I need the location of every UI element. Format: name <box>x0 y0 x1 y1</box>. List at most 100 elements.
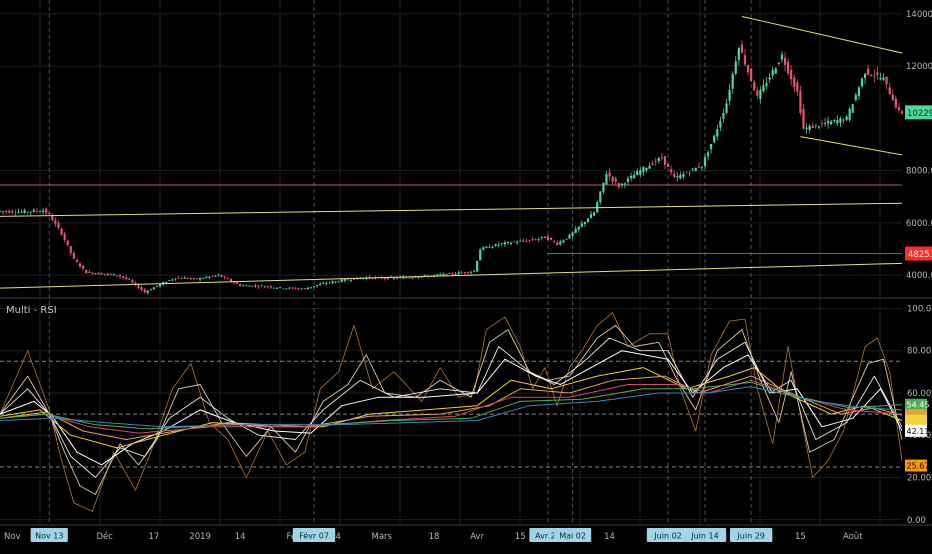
candle-body <box>257 286 260 288</box>
trendline <box>741 15 903 54</box>
candle-body <box>423 275 426 277</box>
candle-body <box>334 281 337 283</box>
date-marker-label: Févr 07 <box>299 531 329 541</box>
candle-body <box>32 209 35 212</box>
candle-body <box>143 289 146 293</box>
candle-body <box>706 152 710 157</box>
candle-body <box>214 275 217 277</box>
candle-body <box>451 273 454 275</box>
candle-body <box>660 157 663 159</box>
candle-body <box>679 174 682 179</box>
candle-body <box>522 240 525 242</box>
candle-body <box>448 273 451 274</box>
candle-body <box>346 279 349 281</box>
candle-body <box>867 68 870 75</box>
candle-body <box>793 77 796 88</box>
candle-body <box>759 89 762 99</box>
candle-body <box>48 212 51 214</box>
candle-body <box>41 210 45 212</box>
candle-body <box>306 287 309 290</box>
candle-body <box>636 171 639 176</box>
candle-body <box>319 283 322 286</box>
candle-body <box>396 277 399 279</box>
candle-body <box>205 277 208 278</box>
candle-body <box>60 228 63 235</box>
date-marker-badge <box>554 528 592 542</box>
candle-body <box>186 278 189 280</box>
candle-body <box>5 211 8 212</box>
candle-body <box>226 278 229 279</box>
candle-body <box>586 218 590 223</box>
candle-body <box>11 210 14 213</box>
candle-body <box>617 183 620 188</box>
candle-body <box>383 278 386 280</box>
candle-body <box>725 103 728 113</box>
candle-body <box>454 273 457 275</box>
candle-body <box>845 116 848 120</box>
candle-body <box>235 282 239 284</box>
date-marker-label: Avr 24 <box>535 532 561 541</box>
candle-body <box>260 285 263 287</box>
candle-body <box>629 175 633 179</box>
candle-body <box>500 243 503 245</box>
candle-body <box>239 284 242 287</box>
candle-body <box>836 120 839 124</box>
candle-body <box>325 283 328 285</box>
candle-body <box>349 280 353 281</box>
candle-body <box>583 221 587 225</box>
candle-body <box>279 287 282 288</box>
candle-body <box>112 274 116 276</box>
candle-body <box>796 82 799 92</box>
candle-body <box>223 276 226 278</box>
candle-body <box>811 126 814 129</box>
candle-body <box>657 158 660 162</box>
candle-body <box>343 279 346 281</box>
candle-body <box>115 275 119 277</box>
rsi-tick-label: 20.00 <box>907 474 931 484</box>
candle-body <box>851 104 854 113</box>
candle-body <box>633 175 636 179</box>
candle-body <box>719 120 722 128</box>
time-tick-label: Déc <box>96 531 113 542</box>
level-badge <box>905 246 932 261</box>
candle-body <box>750 68 753 82</box>
candle-body <box>1 211 5 213</box>
candle-body <box>432 275 436 276</box>
candle-body <box>254 285 257 287</box>
date-marker-label: Mai 02 <box>559 532 586 541</box>
candle-body <box>417 277 420 279</box>
candle-body <box>180 278 183 279</box>
candle-body <box>694 167 697 172</box>
candle-body <box>771 69 774 76</box>
candle-body <box>85 269 88 274</box>
time-tick-label: Mars <box>371 532 392 542</box>
candle-body <box>72 252 75 259</box>
candle-body <box>553 241 556 242</box>
candle-body <box>519 240 522 242</box>
candle-body <box>177 277 180 279</box>
candle-body <box>494 244 497 247</box>
candle-body <box>128 279 131 280</box>
candle-body <box>777 62 780 64</box>
candle-body <box>17 211 20 213</box>
candle-body <box>45 208 48 214</box>
candle-body <box>805 127 808 129</box>
candle-body <box>229 278 232 282</box>
candle-body <box>23 210 26 213</box>
time-tick-label: 15 <box>795 532 806 542</box>
candle-body <box>439 274 442 276</box>
candle-body <box>109 273 112 275</box>
candle-body <box>516 242 519 244</box>
candle-body <box>97 272 100 275</box>
candle-body <box>623 183 627 185</box>
candle-body <box>599 191 602 203</box>
candle-body <box>854 94 857 101</box>
candle-body <box>676 176 679 178</box>
candle-body <box>645 167 648 171</box>
candle-body <box>559 241 562 245</box>
candle-body <box>593 212 596 216</box>
candle-body <box>531 239 534 241</box>
candle-body <box>263 286 266 288</box>
candle-body <box>20 211 23 213</box>
